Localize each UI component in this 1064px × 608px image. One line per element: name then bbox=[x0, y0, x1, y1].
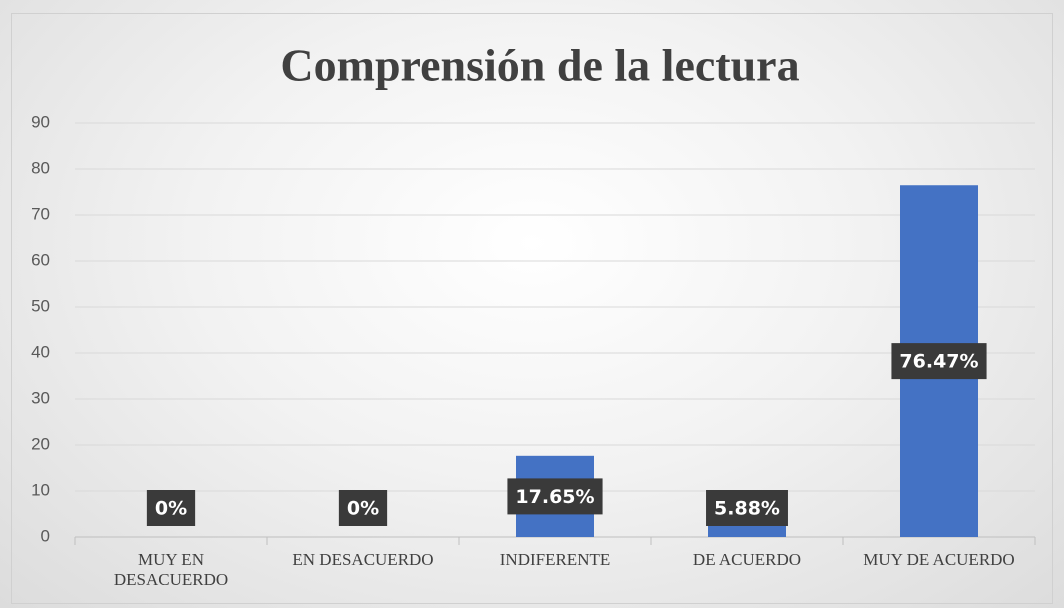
data-label-box bbox=[706, 490, 788, 526]
data-label: 0% bbox=[155, 498, 187, 520]
y-tick-label: 20 bbox=[31, 434, 50, 453]
data-label-box bbox=[891, 343, 987, 380]
data-label: 76.47% bbox=[899, 351, 978, 373]
data-label: 17.65% bbox=[515, 486, 594, 508]
x-tick-label: MUY DE ACUERDO bbox=[863, 550, 1015, 569]
y-tick-label: 40 bbox=[31, 342, 50, 361]
data-label-box bbox=[146, 490, 196, 526]
x-tick-label: EN DESACUERDO bbox=[292, 550, 434, 569]
chart-border bbox=[11, 13, 1053, 604]
y-tick-label: 30 bbox=[31, 388, 50, 407]
data-label-box bbox=[338, 490, 388, 526]
data-label-box bbox=[507, 478, 603, 515]
data-label: 0% bbox=[347, 498, 379, 520]
x-tick-label: INDIFERENTE bbox=[499, 550, 611, 569]
data-label: 5.88% bbox=[714, 498, 780, 520]
chart-title: Comprensión de la lectura bbox=[280, 40, 799, 91]
y-tick-label: 90 bbox=[31, 112, 50, 131]
y-tick-label: 60 bbox=[31, 250, 50, 269]
x-tick-label: MUY EN DESACUERDO bbox=[113, 550, 229, 589]
y-tick-label: 50 bbox=[31, 296, 50, 315]
y-tick-label: 10 bbox=[31, 480, 50, 499]
y-tick-label: 70 bbox=[31, 204, 50, 223]
y-tick-label: 80 bbox=[31, 158, 50, 177]
y-tick-label: 0 bbox=[41, 526, 50, 545]
x-tick-label: DE ACUERDO bbox=[692, 550, 802, 569]
